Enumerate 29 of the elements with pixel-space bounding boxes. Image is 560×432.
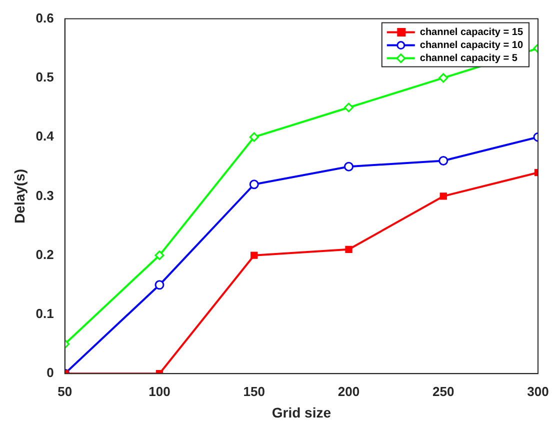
x-tick-label: 100	[148, 384, 170, 399]
x-tick-label: 150	[243, 384, 265, 399]
legend-label: channel capacity = 10	[420, 40, 524, 52]
y-tick-label: 0.3	[36, 188, 54, 203]
x-tick-label: 200	[338, 384, 360, 399]
y-tick-label: 0.2	[36, 246, 54, 262]
legend-label: channel capacity = 5	[420, 53, 518, 64]
x-tick-label: 50	[58, 384, 72, 399]
y-tick-label: 0.4	[36, 128, 55, 144]
legend-label: channel capacity = 15	[420, 27, 524, 38]
y-tick-label: 0.6	[36, 10, 54, 26]
x-tick-label: 300	[527, 384, 549, 399]
x-axis-title: Grid size	[272, 404, 332, 420]
point	[438, 156, 448, 166]
point	[344, 102, 354, 112]
point	[154, 250, 164, 260]
point	[154, 280, 164, 290]
y-tick-label: 0.1	[36, 306, 54, 322]
point	[249, 180, 259, 190]
x-tick-label: 250	[432, 384, 454, 399]
y-axis-title: Delay(s)	[11, 168, 28, 224]
point	[438, 73, 448, 83]
point	[440, 192, 447, 200]
y-tick-label: 0	[46, 365, 54, 380]
point	[249, 132, 259, 142]
y-tick-label: 0.5	[36, 70, 54, 85]
point	[345, 246, 352, 253]
point	[344, 162, 354, 172]
point	[250, 252, 258, 259]
